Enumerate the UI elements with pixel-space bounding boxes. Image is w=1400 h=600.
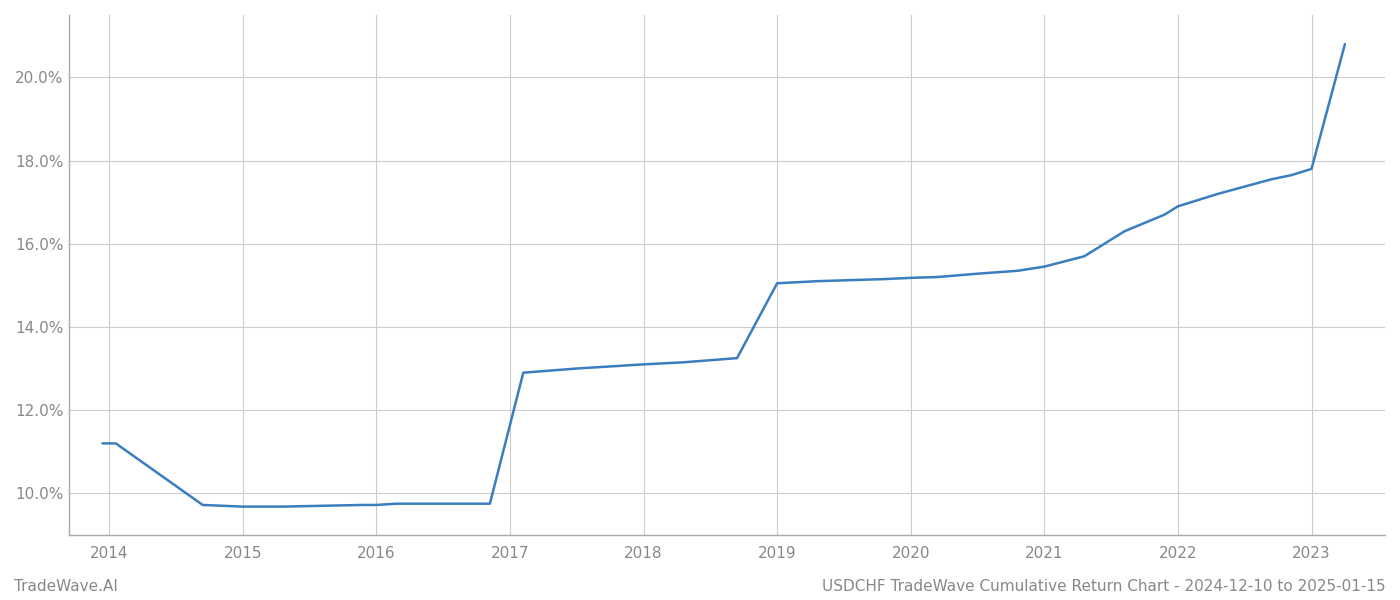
Text: TradeWave.AI: TradeWave.AI <box>14 579 118 594</box>
Text: USDCHF TradeWave Cumulative Return Chart - 2024-12-10 to 2025-01-15: USDCHF TradeWave Cumulative Return Chart… <box>822 579 1386 594</box>
